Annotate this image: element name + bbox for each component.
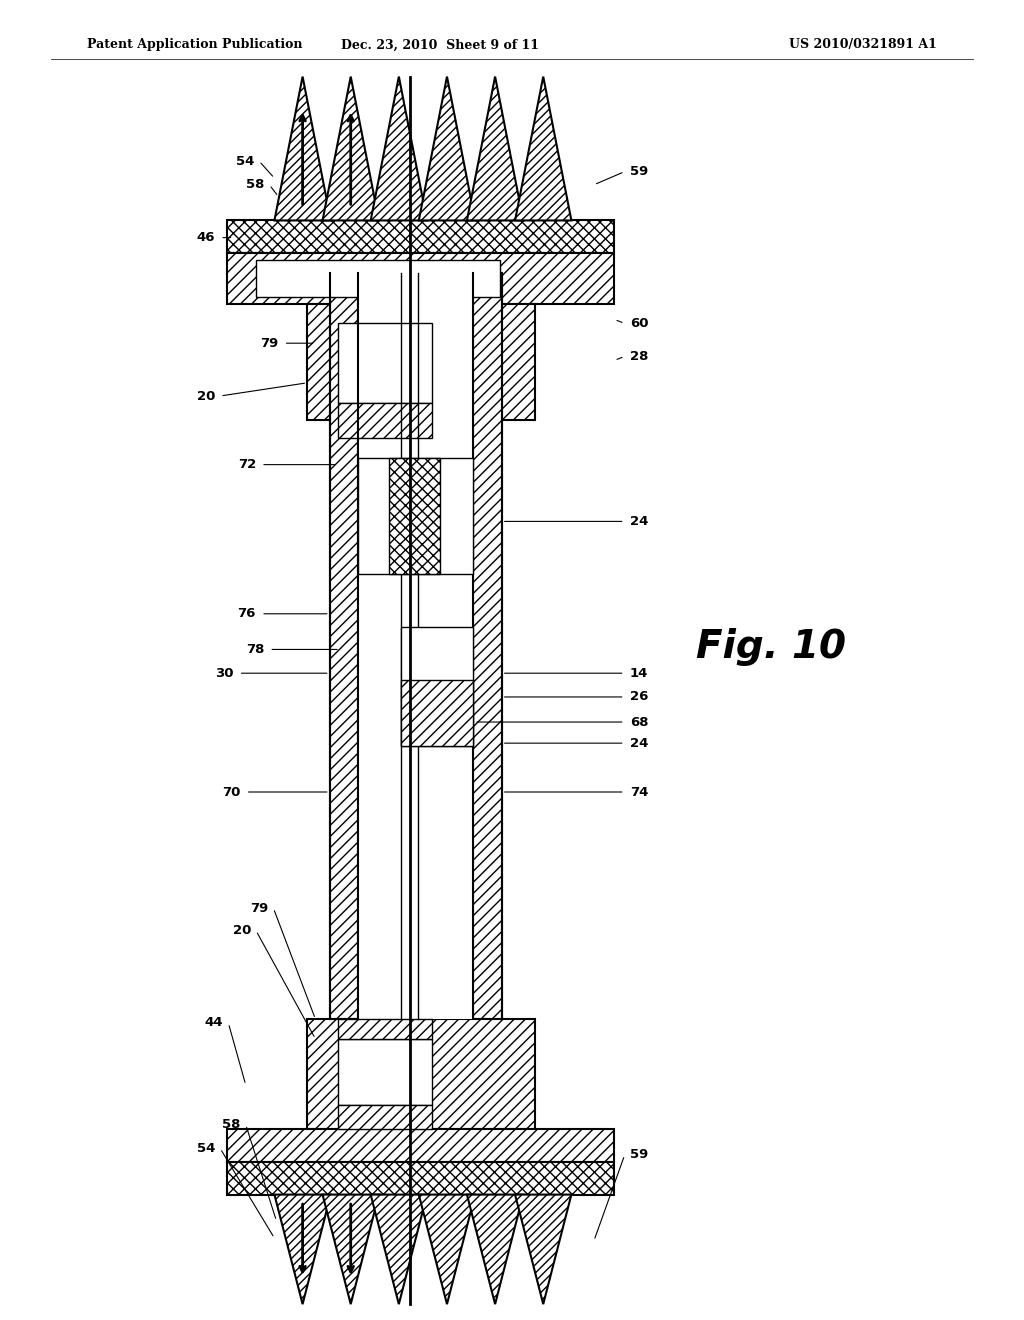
Bar <box>307 304 535 420</box>
Polygon shape <box>323 77 379 220</box>
Text: 68: 68 <box>630 715 648 729</box>
Bar <box>338 1105 432 1129</box>
Text: Dec. 23, 2010  Sheet 9 of 11: Dec. 23, 2010 Sheet 9 of 11 <box>341 38 540 51</box>
Polygon shape <box>419 77 475 220</box>
Bar <box>389 458 440 574</box>
Bar <box>330 273 358 1019</box>
Polygon shape <box>323 1195 379 1304</box>
Polygon shape <box>419 1195 475 1304</box>
Text: 20: 20 <box>197 389 215 403</box>
Bar <box>227 1162 614 1195</box>
Text: Fig. 10: Fig. 10 <box>696 628 846 665</box>
Text: 74: 74 <box>630 785 648 799</box>
Text: 26: 26 <box>630 690 648 704</box>
Polygon shape <box>371 77 427 220</box>
Bar <box>338 323 432 403</box>
Bar <box>358 273 401 1019</box>
Text: 58: 58 <box>222 1118 241 1131</box>
Text: 72: 72 <box>238 458 256 471</box>
Text: 60: 60 <box>630 317 648 330</box>
Polygon shape <box>515 1195 571 1304</box>
Text: US 2010/0321891 A1: US 2010/0321891 A1 <box>790 38 937 51</box>
Text: 54: 54 <box>236 154 254 168</box>
Text: 59: 59 <box>630 165 648 178</box>
Bar <box>473 273 502 1019</box>
Text: 76: 76 <box>238 607 256 620</box>
Text: 44: 44 <box>205 1016 223 1030</box>
Bar <box>358 273 473 1019</box>
Bar <box>307 1019 535 1129</box>
Text: 78: 78 <box>246 643 264 656</box>
Text: 30: 30 <box>215 667 233 680</box>
Text: 20: 20 <box>232 924 251 937</box>
Text: 14: 14 <box>630 667 648 680</box>
Bar <box>401 627 473 746</box>
Bar <box>358 458 473 574</box>
Bar <box>338 1039 432 1105</box>
Polygon shape <box>467 1195 523 1304</box>
Text: 28: 28 <box>630 350 648 363</box>
Bar <box>338 403 432 438</box>
Text: 24: 24 <box>630 515 648 528</box>
Bar <box>418 273 473 1019</box>
Text: 58: 58 <box>246 178 264 191</box>
Polygon shape <box>371 1195 427 1304</box>
Bar <box>338 1019 432 1039</box>
Polygon shape <box>515 77 571 220</box>
Text: 24: 24 <box>630 737 648 750</box>
Text: 79: 79 <box>250 902 268 915</box>
Bar <box>227 1129 614 1162</box>
Bar <box>256 260 500 297</box>
Text: 70: 70 <box>222 785 241 799</box>
Bar <box>227 220 614 253</box>
Polygon shape <box>274 77 331 220</box>
Text: 59: 59 <box>630 1148 648 1162</box>
Text: 46: 46 <box>197 231 215 244</box>
Polygon shape <box>467 77 523 220</box>
Text: Patent Application Publication: Patent Application Publication <box>87 38 302 51</box>
Polygon shape <box>274 1195 331 1304</box>
Bar <box>401 680 473 746</box>
Text: 54: 54 <box>197 1142 215 1155</box>
Bar <box>227 253 614 304</box>
Text: 79: 79 <box>260 337 279 350</box>
